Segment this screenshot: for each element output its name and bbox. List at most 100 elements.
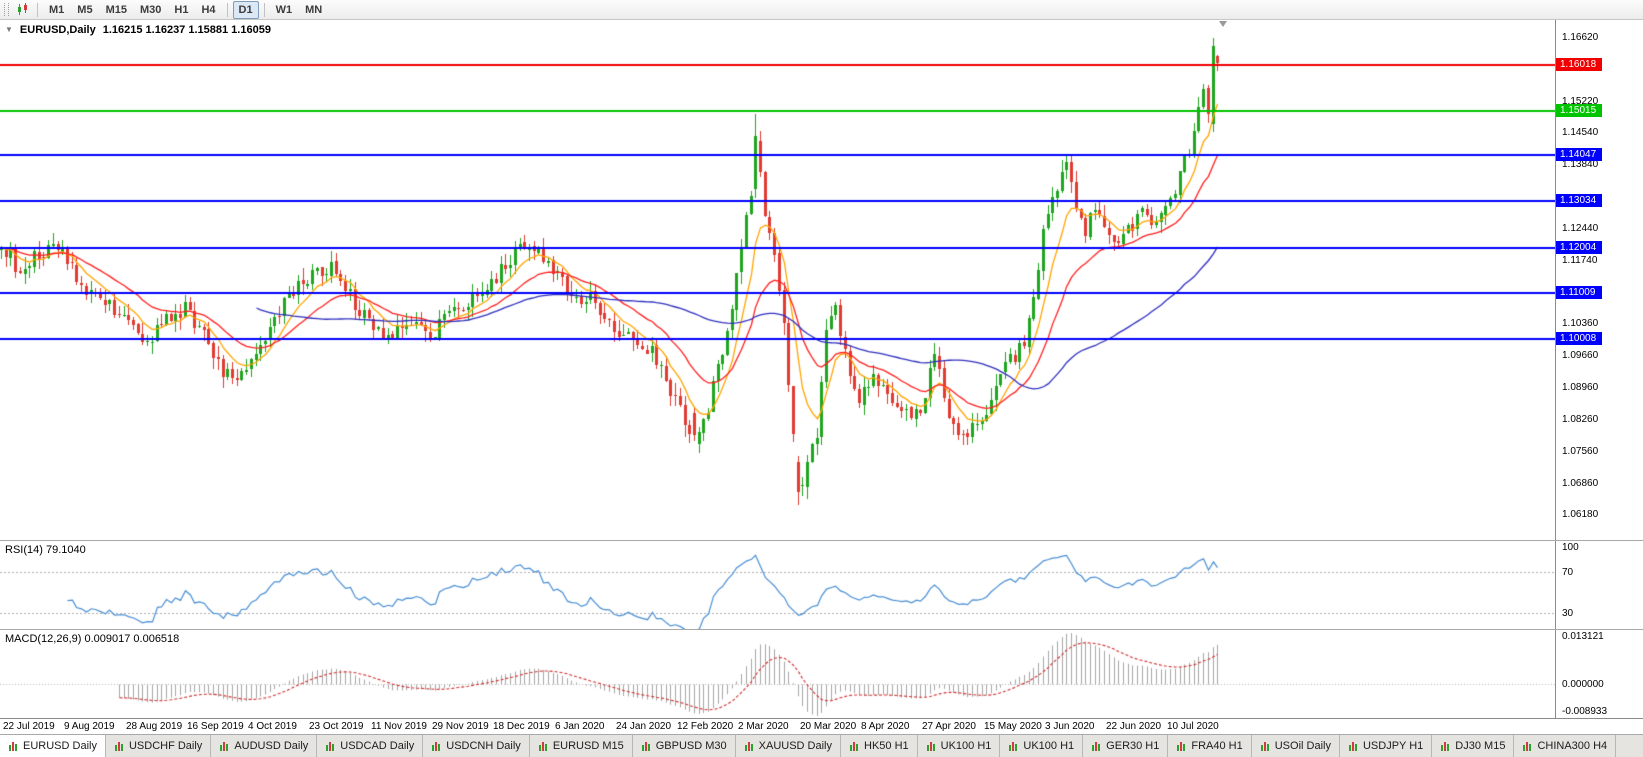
timeframe-button-d1[interactable]: D1 [232, 0, 259, 19]
macd-axis-top: 0.013121 [1562, 631, 1604, 642]
chart-tab-icon [1008, 741, 1018, 752]
toolbar-separator [37, 2, 38, 17]
timeframe-button-m15[interactable]: M15 [105, 3, 127, 16]
chart-tab-uk100-h1[interactable]: UK100 H1 [917, 735, 1001, 757]
chart-tab-icon [1440, 741, 1450, 752]
time-axis-label: 20 Mar 2020 [800, 721, 857, 732]
time-axis-label: 6 Jan 2020 [555, 721, 605, 732]
toolbar-separator [226, 2, 228, 17]
chart-tab-label: EURUSD Daily [23, 740, 97, 752]
chart-tab-icon [926, 741, 936, 752]
toolbar-separator [263, 2, 265, 17]
macd-axis-zero: 0.000000 [1562, 679, 1604, 690]
chart-tab-usdcnh-daily[interactable]: USDCNH Daily [423, 735, 530, 757]
timeframe-button-h4[interactable]: H4 [201, 3, 216, 16]
chart-type-icon[interactable] [14, 2, 32, 18]
chart-tab-icon [325, 741, 335, 752]
chart-tab-icon [8, 741, 18, 752]
chart-tab-label: EURUSD M15 [552, 740, 624, 752]
macd-panel: 0.013121 0.000000 -0.008933 MACD(12,26,9) … [0, 630, 1643, 718]
macd-axis-bottom: -0.008933 [1562, 706, 1608, 717]
price-axis-tick: 1.14540 [1562, 127, 1599, 139]
rsi-canvas[interactable] [0, 541, 1555, 629]
macd-canvas[interactable] [0, 630, 1555, 718]
chart-tab-label: UK100 H1 [1023, 740, 1075, 752]
level-price-tag: 1.12004 [1556, 240, 1602, 254]
time-axis-label: 8 Apr 2020 [861, 721, 910, 732]
chart-tab-usdjpy-h1[interactable]: USDJPY H1 [1339, 735, 1433, 757]
time-axis-label: 12 Feb 2020 [677, 721, 734, 732]
price-axis-tick: 1.09660 [1562, 349, 1599, 361]
timeframe-button-w1[interactable]: W1 [275, 3, 293, 16]
one-click-trading-toggle[interactable]: ▼ [5, 25, 13, 34]
chart-tab-hk50-h1[interactable]: HK50 H1 [841, 735, 918, 757]
chart-tab-label: HK50 H1 [864, 740, 909, 752]
chart-tab-dj30-m15[interactable]: DJ30 M15 [1432, 735, 1515, 757]
chart-tab-usdcad-daily[interactable]: USDCAD Daily [317, 735, 424, 757]
chart-tab-icon [744, 741, 754, 752]
level-price-tag: 1.10008 [1556, 331, 1602, 345]
price-chart-canvas[interactable] [0, 20, 1555, 540]
level-price-tag: 1.16018 [1556, 57, 1602, 71]
time-axis-label: 27 Apr 2020 [922, 721, 976, 732]
chart-tab-icon [1260, 741, 1270, 752]
timeframe-button-mn[interactable]: MN [305, 3, 323, 16]
chart-tab-icon [849, 741, 859, 752]
price-panel: 1.16620 1.15220 1.14540 1.13840 1.12440 1.117… [0, 20, 1643, 540]
price-axis-tick: 1.06180 [1562, 508, 1599, 520]
chart-tab-eurusd-m15[interactable]: EURUSD M15 [529, 735, 633, 757]
chart-tab-label: USOil Daily [1274, 740, 1331, 752]
chart-ohlc-values: 1.16215 1.16237 1.15881 1.16059 [102, 24, 271, 36]
timeframe-buttons: M1 M5 M15 M30 H1 H4 D1 W1 MN [43, 0, 328, 19]
chart-tab-ger30-h1[interactable]: GER30 H1 [1083, 735, 1169, 757]
panel-divider[interactable] [0, 540, 1643, 541]
time-axis-label: 2 Mar 2020 [738, 721, 789, 732]
chart-tab-fra40-h1[interactable]: FRA40 H1 [1168, 735, 1252, 757]
chart-tab-icon [219, 741, 229, 752]
chart-tab-eurusd-daily[interactable]: EURUSD Daily [0, 735, 106, 757]
timeframe-button-m5[interactable]: M5 [77, 3, 93, 16]
rsi-axis-tick: 30 [1562, 608, 1574, 620]
panel-divider[interactable] [0, 629, 1643, 630]
time-axis-label: 22 Jun 2020 [1106, 721, 1162, 732]
chart-tab-icon [538, 741, 548, 752]
chart-tab-icon [1348, 741, 1358, 752]
time-axis[interactable]: 22 Jul 2019 9 Aug 2019 28 Aug 2019 16 Sep 2… [0, 718, 1643, 734]
chart-tab-china300-h4[interactable]: CHINA300 H4 [1514, 735, 1617, 757]
chart-tab-gbpusd-m30[interactable]: GBPUSD M30 [632, 735, 736, 757]
chart-tab-icon [114, 741, 124, 752]
chart-tab-audusd-daily[interactable]: AUDUSD Daily [211, 735, 318, 757]
time-axis-label: 11 Nov 2019 [371, 721, 427, 732]
chart-tab-usoil-daily[interactable]: USOil Daily [1251, 735, 1340, 757]
toolbar-drag-handle[interactable] [4, 3, 9, 16]
time-axis-label: 9 Aug 2019 [64, 721, 115, 732]
timeframe-button-m1[interactable]: M1 [49, 3, 65, 16]
chart-title: ▼ EURUSD,Daily 1.16215 1.16237 1.15881 1… [5, 24, 271, 36]
level-price-tag: 1.14047 [1556, 147, 1602, 161]
rsi-axis[interactable]: 100 70 30 [1555, 541, 1643, 629]
tab-bar-filler [1616, 735, 1643, 757]
chart-tab-usdchf-daily[interactable]: USDCHF Daily [105, 735, 212, 757]
chart-shift-marker[interactable] [1219, 21, 1227, 27]
time-axis-label: 22 Jul 2019 [3, 721, 55, 732]
chart-tab-label: USDCNH Daily [446, 740, 521, 752]
rsi-panel: 100 70 30 RSI(14) 79.1040 [0, 541, 1643, 629]
time-axis-label: 16 Sep 2019 [187, 721, 244, 732]
time-axis-label: 4 Oct 2019 [248, 721, 297, 732]
chart-tab-label: USDCAD Daily [340, 740, 415, 752]
time-axis-label: 28 Aug 2019 [126, 721, 183, 732]
macd-axis[interactable]: 0.013121 0.000000 -0.008933 [1555, 630, 1643, 718]
timeframe-button-h1[interactable]: H1 [174, 3, 189, 16]
chart-tab-label: UK100 H1 [940, 740, 992, 752]
chart-symbol-label: EURUSD,Daily [19, 24, 96, 36]
timeframe-button-m30[interactable]: M30 [139, 3, 162, 16]
chart-tab-icon [1522, 741, 1532, 752]
chart-tab-uk100-h1[interactable]: UK100 H1 [1000, 735, 1084, 757]
price-axis-tick: 1.06860 [1562, 477, 1599, 489]
chart-tab-label: USDCHF Daily [128, 740, 203, 752]
price-axis[interactable]: 1.16620 1.15220 1.14540 1.13840 1.12440 1.117… [1555, 20, 1643, 540]
chart-tab-icon [1091, 741, 1101, 752]
chart-tab-xauusd-daily[interactable]: XAUUSD Daily [735, 735, 841, 757]
time-axis-label: 23 Oct 2019 [309, 721, 364, 732]
